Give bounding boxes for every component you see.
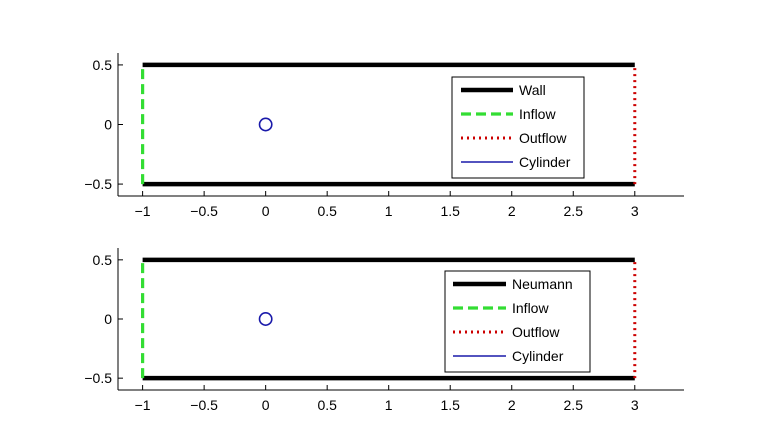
- legend-label-neumann: Neumann: [512, 276, 573, 292]
- subplot-1: −1 −0.5 0 0.5 1 1.5 2 2.5 3 0.5 0 −0.5 Wall Inflow Out…: [84, 53, 684, 219]
- series-neumann: [142, 257, 635, 381]
- legend: Neumann Inflow Outflow Cylinder: [444, 270, 591, 373]
- legend-box: [451, 76, 585, 179]
- x-tick-label: 0.5: [317, 397, 337, 413]
- series-cylinder-circle: [258, 312, 273, 326]
- legend-label-inflow: Inflow: [519, 106, 556, 122]
- x-tick-label: 1: [385, 397, 393, 413]
- x-tick-label: 2.5: [564, 203, 584, 219]
- legend-label-cylinder: Cylinder: [512, 348, 564, 364]
- x-tick-label: −0.5: [190, 397, 218, 413]
- legend-label-outflow: Outflow: [519, 130, 567, 146]
- y-tick-label: 0: [104, 311, 112, 327]
- x-tick-label: 2.5: [564, 397, 584, 413]
- x-tick-label: −1: [135, 397, 151, 413]
- y-tick-label: 0.5: [93, 252, 113, 268]
- legend-label-wall: Wall: [519, 82, 546, 98]
- x-tick-label: 0.5: [317, 203, 337, 219]
- x-tick-label: 1.5: [440, 397, 460, 413]
- x-tick-label: 1: [385, 203, 393, 219]
- legend-label-inflow: Inflow: [512, 300, 549, 316]
- x-tick-label: −1: [135, 203, 151, 219]
- x-tick-label: −0.5: [190, 203, 218, 219]
- legend-label-cylinder: Cylinder: [519, 154, 571, 170]
- x-tick-label: 2: [508, 397, 516, 413]
- legend: Wall Inflow Outflow Cylinder: [451, 76, 585, 179]
- y-tick-label: 0.5: [93, 57, 113, 73]
- x-tick-label: 1.5: [440, 203, 460, 219]
- x-tick-label: 0: [262, 397, 270, 413]
- x-tick-label: 2: [508, 203, 516, 219]
- legend-label-outflow: Outflow: [512, 324, 560, 340]
- y-tick-label: −0.5: [84, 176, 112, 192]
- y-tick-label: −0.5: [84, 370, 112, 386]
- y-tick-label: 0: [104, 117, 112, 133]
- series-cylinder-circle: [258, 117, 273, 132]
- series-wall: [142, 62, 635, 187]
- x-tick-label: 3: [631, 203, 639, 219]
- legend-box: [444, 270, 591, 373]
- series-cylinder: [258, 117, 273, 132]
- subplot-2: −1 −0.5 0 0.5 1 1.5 2 2.5 3 0.5 0 −0.5 Neumann Inflow…: [84, 248, 684, 413]
- x-tick-label: 3: [631, 397, 639, 413]
- x-tick-label: 0: [262, 203, 270, 219]
- series-cylinder: [258, 312, 273, 326]
